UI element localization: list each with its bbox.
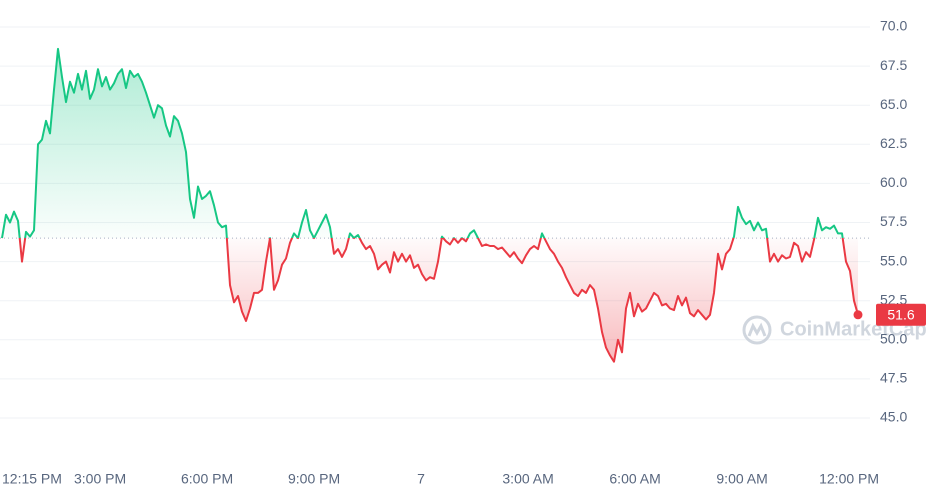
y-tick-label: 62.5: [880, 135, 907, 151]
last-point: [853, 310, 863, 320]
y-tick-label: 60.0: [880, 174, 907, 190]
y-tick-label: 47.5: [880, 370, 907, 386]
y-tick-label: 50.0: [880, 331, 907, 347]
x-tick-label: 6:00 PM: [181, 471, 233, 487]
y-tick-label: 67.5: [880, 57, 907, 73]
x-tick-label: 3:00 PM: [74, 471, 126, 487]
x-tick-label: 9:00 AM: [716, 471, 767, 487]
y-tick-label: 57.5: [880, 213, 907, 229]
last-price-badge: [876, 303, 926, 326]
y-tick-label: 55.0: [880, 252, 907, 268]
last-price-label: 51.6: [887, 306, 914, 322]
x-tick-label: 6:00 AM: [609, 471, 660, 487]
y-tick-label: 52.5: [880, 291, 907, 307]
price-line: [1, 47, 859, 363]
x-tick-label: 12:15 PM: [2, 471, 62, 487]
watermark-logo: [742, 315, 772, 345]
x-tick-label: 7: [417, 471, 425, 487]
x-tick-label: 12:00 PM: [819, 471, 879, 487]
x-tick-label: 3:00 AM: [502, 471, 553, 487]
x-tick-label: 9:00 PM: [288, 471, 340, 487]
y-tick-label: 70.0: [880, 18, 907, 34]
y-tick-label: 65.0: [880, 96, 907, 112]
y-tick-label: 45.0: [880, 409, 907, 425]
area: [2, 48, 858, 362]
